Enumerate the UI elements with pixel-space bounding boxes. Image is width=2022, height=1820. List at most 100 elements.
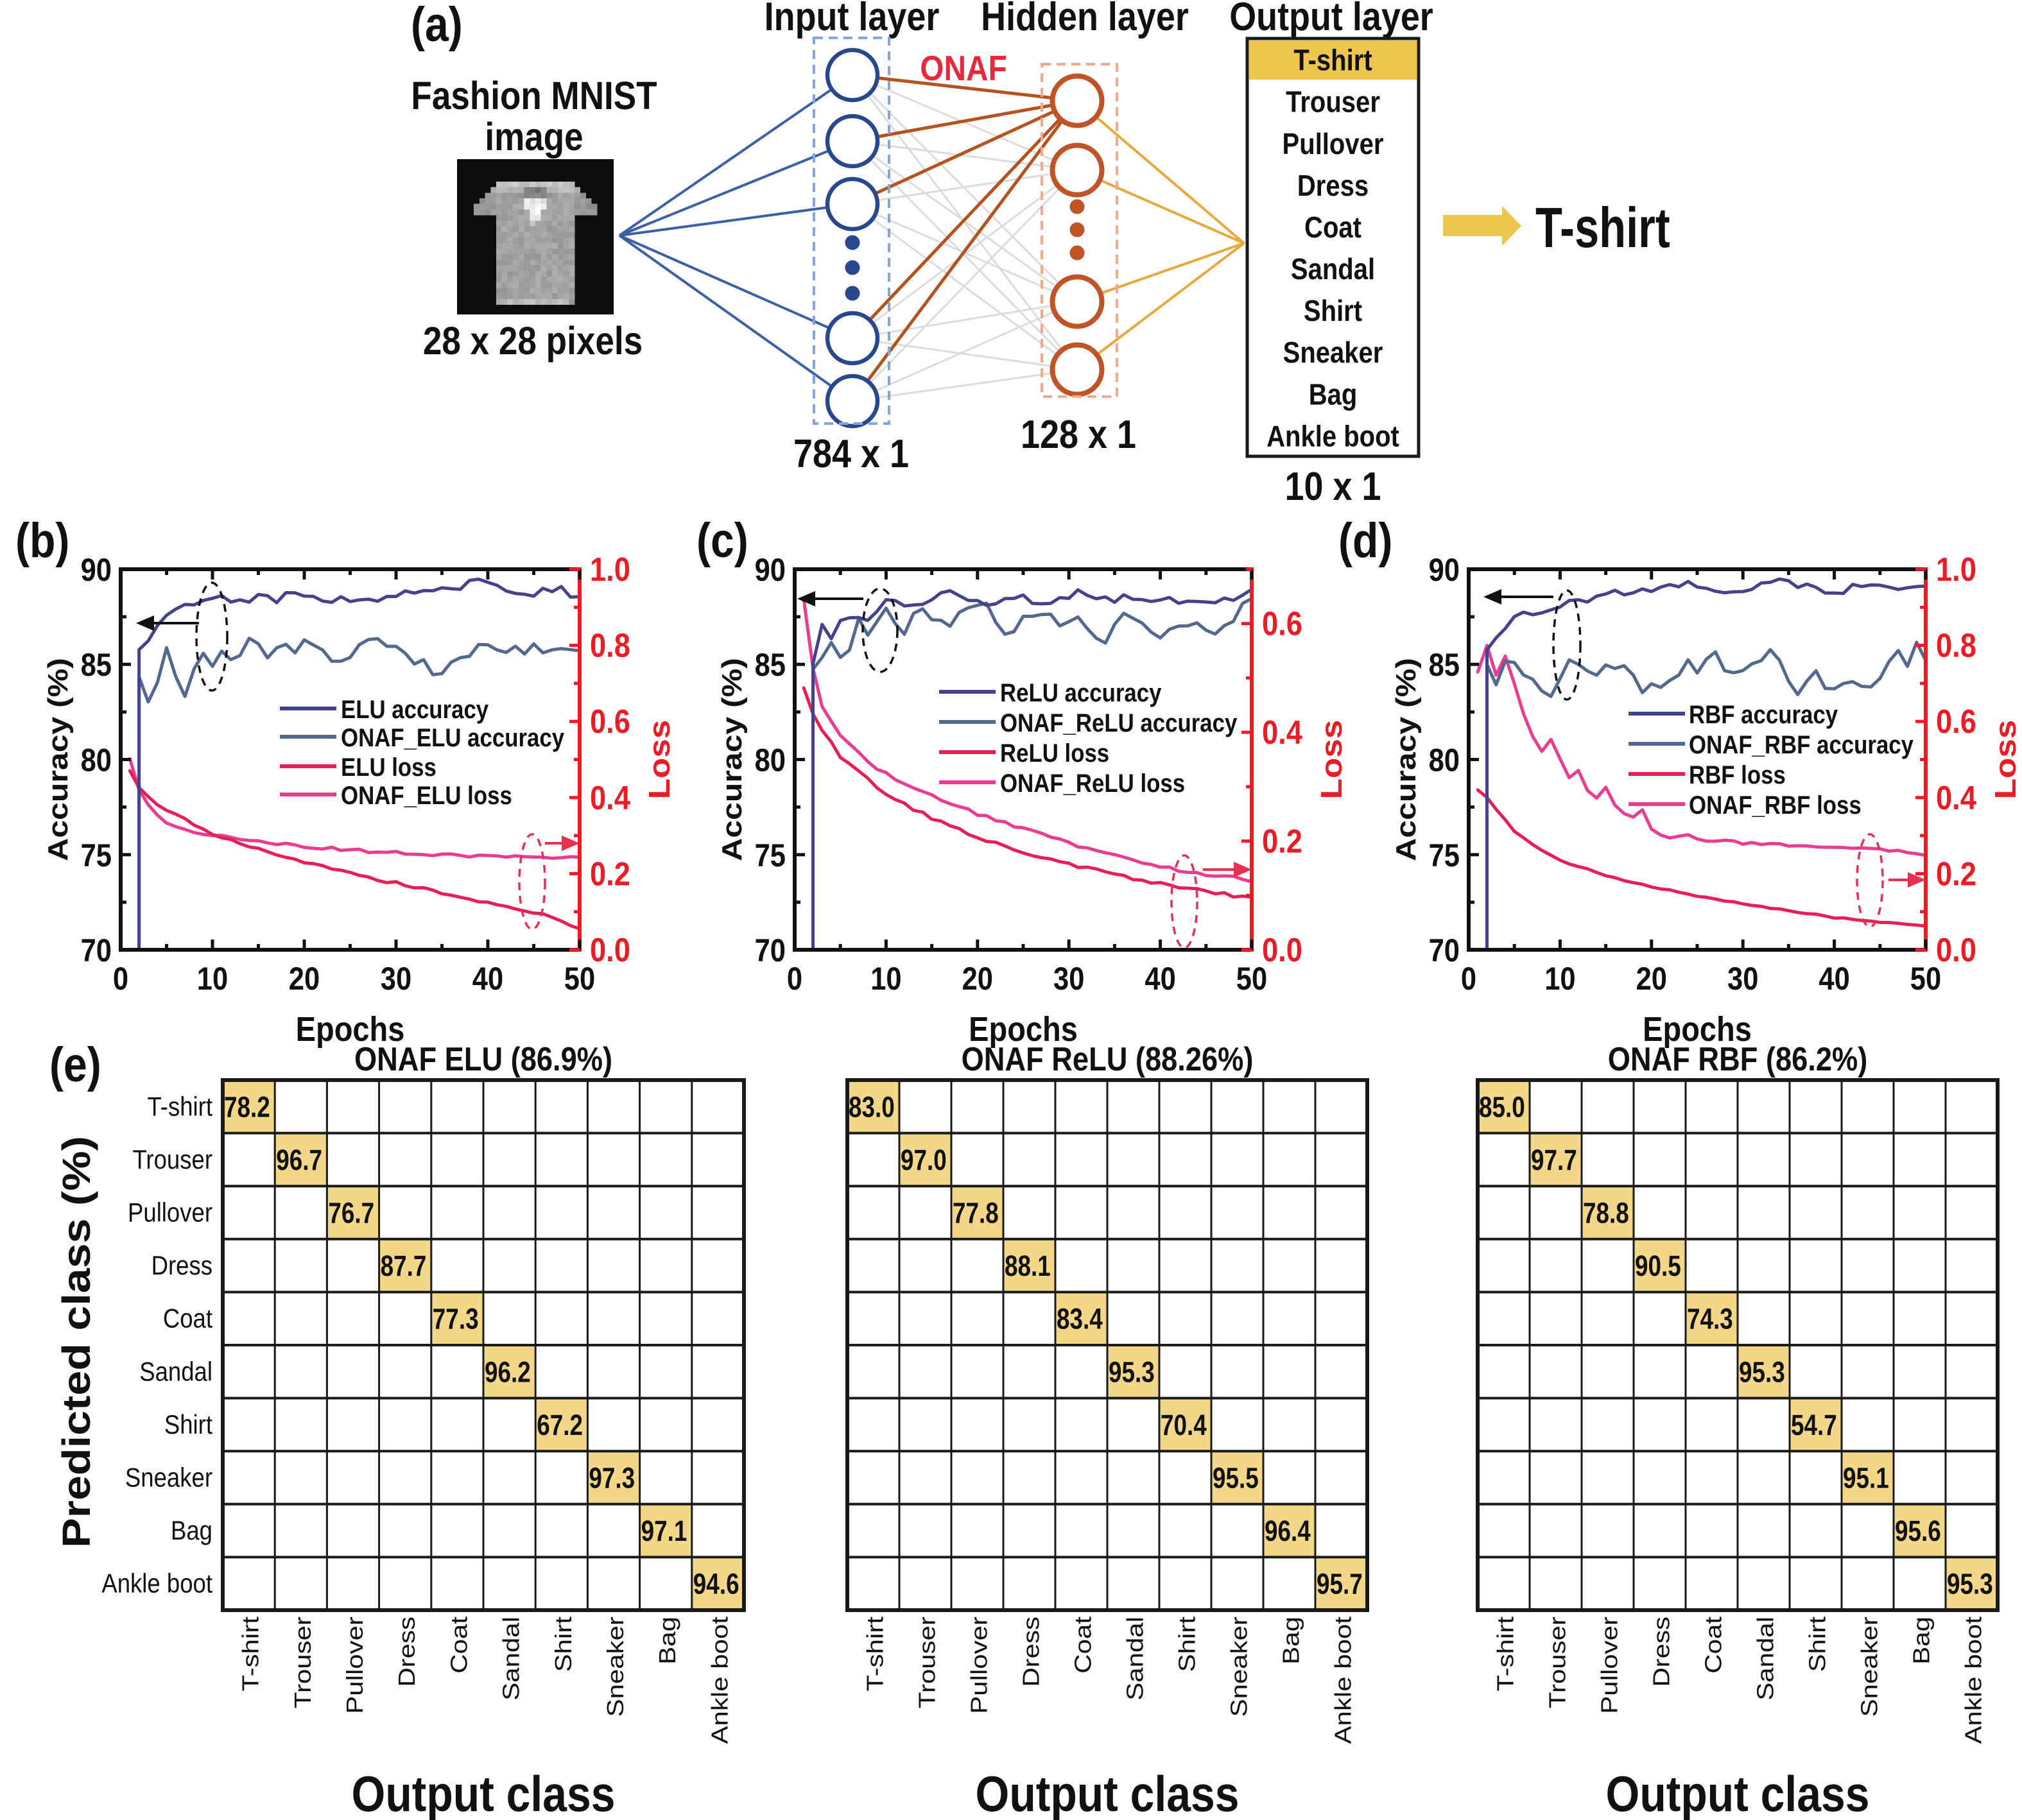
svg-text:95.7: 95.7	[1317, 1568, 1363, 1600]
svg-text:Accuracy (%): Accuracy (%)	[1390, 658, 1421, 861]
svg-text:97.1: 97.1	[641, 1515, 687, 1547]
svg-text:Coat: Coat	[446, 1617, 472, 1674]
svg-text:90.5: 90.5	[1635, 1250, 1681, 1282]
svg-text:0.2: 0.2	[1262, 823, 1302, 861]
svg-text:88.1: 88.1	[1005, 1250, 1051, 1282]
svg-text:ONAF_ReLU accuracy: ONAF_ReLU accuracy	[1000, 708, 1237, 737]
svg-text:128 x 1: 128 x 1	[1021, 413, 1136, 457]
svg-text:95.6: 95.6	[1895, 1515, 1941, 1547]
svg-text:Trouser: Trouser	[1544, 1617, 1571, 1708]
svg-text:0.4: 0.4	[1936, 780, 1976, 817]
svg-text:95.5: 95.5	[1213, 1462, 1259, 1494]
svg-text:40: 40	[1819, 961, 1849, 996]
svg-text:85: 85	[755, 647, 786, 682]
svg-text:Bag: Bag	[1908, 1617, 1935, 1665]
svg-text:0.6: 0.6	[1262, 606, 1302, 643]
svg-text:Trouser: Trouser	[289, 1617, 316, 1708]
svg-text:1.0: 1.0	[1936, 551, 1976, 588]
svg-text:ONAF_RBF accuracy: ONAF_RBF accuracy	[1689, 730, 1914, 759]
svg-text:85: 85	[81, 647, 112, 682]
svg-text:Output class: Output class	[1606, 1767, 1870, 1820]
svg-text:85.0: 85.0	[1479, 1091, 1525, 1123]
svg-text:Dress: Dress	[1018, 1617, 1044, 1687]
svg-text:Hidden layer: Hidden layer	[981, 0, 1189, 39]
svg-text:T-shirt: T-shirt	[238, 1617, 264, 1692]
svg-text:96.7: 96.7	[276, 1144, 322, 1176]
svg-text:Shirt: Shirt	[1304, 295, 1362, 328]
svg-text:Coat: Coat	[1304, 211, 1361, 244]
svg-text:Input layer: Input layer	[765, 0, 940, 39]
svg-text:(d): (d)	[1338, 514, 1392, 568]
svg-text:ONAF ELU (86.9%): ONAF ELU (86.9%)	[354, 1041, 612, 1078]
svg-text:ReLU accuracy: ReLU accuracy	[1000, 678, 1162, 707]
svg-text:ONAF: ONAF	[920, 48, 1007, 88]
svg-text:50: 50	[1910, 961, 1941, 996]
svg-text:(b): (b)	[15, 514, 69, 568]
svg-text:70: 70	[1429, 932, 1460, 968]
svg-text:T-shirt: T-shirt	[862, 1617, 888, 1692]
svg-text:83.0: 83.0	[849, 1091, 895, 1123]
svg-text:Output class: Output class	[352, 1767, 616, 1820]
svg-text:0.8: 0.8	[590, 628, 630, 665]
svg-text:Trouser: Trouser	[1286, 86, 1380, 119]
svg-text:ELU loss: ELU loss	[341, 753, 436, 782]
svg-text:0.8: 0.8	[1936, 628, 1976, 665]
svg-text:Pullover: Pullover	[966, 1617, 992, 1714]
svg-text:Output layer: Output layer	[1229, 0, 1433, 39]
svg-text:Sandal: Sandal	[498, 1617, 524, 1701]
svg-text:0.0: 0.0	[1262, 932, 1302, 969]
svg-text:Ankle boot: Ankle boot	[1266, 420, 1399, 453]
svg-text:Shirt: Shirt	[1174, 1617, 1200, 1672]
svg-text:75: 75	[1429, 837, 1460, 873]
svg-text:(a): (a)	[411, 0, 463, 52]
svg-text:Predicted class (%): Predicted class (%)	[55, 1136, 98, 1548]
svg-text:30: 30	[1053, 961, 1084, 996]
svg-text:75: 75	[81, 837, 112, 873]
svg-text:Sandal: Sandal	[139, 1357, 212, 1387]
svg-text:ONAF_ReLU loss: ONAF_ReLU loss	[1000, 769, 1185, 798]
svg-text:95.1: 95.1	[1843, 1462, 1889, 1494]
svg-text:0: 0	[113, 961, 128, 996]
svg-text:Loss: Loss	[1315, 720, 1348, 800]
svg-text:Ankle boot: Ankle boot	[101, 1568, 212, 1599]
svg-text:30: 30	[1727, 961, 1758, 996]
svg-text:70.4: 70.4	[1161, 1409, 1207, 1441]
svg-text:Dress: Dress	[394, 1617, 420, 1687]
svg-text:T-shirt: T-shirt	[1535, 196, 1670, 259]
svg-text:Ankle boot: Ankle boot	[1960, 1617, 1987, 1744]
svg-text:77.8: 77.8	[953, 1197, 999, 1229]
svg-text:Epochs: Epochs	[1643, 1009, 1752, 1049]
svg-text:Sneaker: Sneaker	[1856, 1617, 1883, 1717]
svg-text:87.7: 87.7	[381, 1250, 427, 1282]
svg-text:Epochs: Epochs	[296, 1009, 405, 1049]
svg-text:94.6: 94.6	[693, 1568, 739, 1600]
svg-text:74.3: 74.3	[1687, 1303, 1733, 1335]
svg-text:Accuracy (%): Accuracy (%)	[42, 658, 73, 861]
svg-text:77.3: 77.3	[433, 1303, 479, 1335]
svg-text:0: 0	[1461, 961, 1476, 996]
svg-text:Loss: Loss	[1989, 720, 2022, 800]
svg-text:95.3: 95.3	[1947, 1568, 1993, 1600]
svg-text:10: 10	[870, 961, 901, 996]
svg-text:75: 75	[755, 837, 786, 873]
svg-text:Trouser: Trouser	[914, 1617, 940, 1708]
svg-text:Pullover: Pullover	[342, 1617, 368, 1714]
svg-text:70: 70	[755, 932, 786, 968]
svg-text:Sandal: Sandal	[1752, 1617, 1779, 1701]
svg-text:76.7: 76.7	[328, 1197, 374, 1229]
svg-text:0.2: 0.2	[1936, 856, 1976, 893]
svg-text:Coat: Coat	[163, 1303, 212, 1334]
svg-text:95.3: 95.3	[1109, 1356, 1155, 1388]
svg-text:50: 50	[564, 961, 595, 996]
svg-text:Shirt: Shirt	[550, 1617, 576, 1672]
svg-text:Pullover: Pullover	[1283, 128, 1384, 160]
svg-text:ONAF_RBF loss: ONAF_RBF loss	[1689, 791, 1862, 820]
svg-text:Accuracy (%): Accuracy (%)	[716, 658, 747, 861]
svg-text:Pullover: Pullover	[128, 1198, 212, 1228]
svg-text:Ankle boot: Ankle boot	[707, 1617, 733, 1744]
svg-text:Epochs: Epochs	[969, 1009, 1078, 1049]
svg-text:ONAF ReLU (88.26%): ONAF ReLU (88.26%)	[962, 1041, 1254, 1078]
svg-text:90: 90	[1429, 552, 1460, 587]
svg-text:Output class: Output class	[976, 1767, 1240, 1820]
svg-text:(c): (c)	[696, 514, 748, 568]
